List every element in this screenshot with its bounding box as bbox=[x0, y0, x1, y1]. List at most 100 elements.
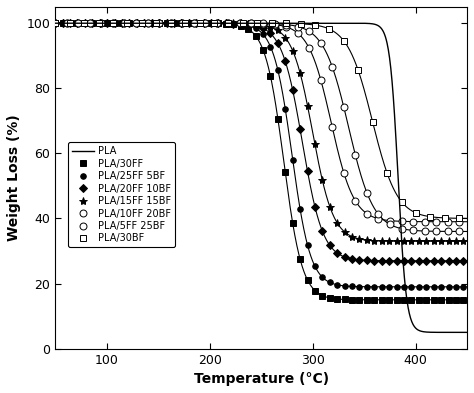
PLA bbox=[94, 21, 100, 26]
PLA bbox=[335, 21, 341, 26]
PLA/20FF 10BF bbox=[201, 21, 207, 26]
PLA/30BF bbox=[428, 214, 433, 219]
PLA/5FF 25BF bbox=[353, 152, 358, 157]
PLA/5FF 25BF bbox=[456, 229, 462, 234]
PLA/20FF 10BF bbox=[305, 169, 310, 174]
PLA/15FF 15BF bbox=[305, 103, 310, 108]
X-axis label: Temperature (°C): Temperature (°C) bbox=[193, 372, 328, 386]
PLA/10FF 20BF bbox=[145, 21, 150, 26]
PLA/5FF 25BF bbox=[433, 229, 439, 234]
PLA/30FF bbox=[201, 21, 207, 26]
PLA/30FF bbox=[305, 277, 310, 282]
PLA/5FF 25BF bbox=[260, 21, 266, 26]
PLA/30BF bbox=[211, 21, 217, 26]
Line: PLA/30BF: PLA/30BF bbox=[52, 20, 463, 222]
PLA/10FF 20BF bbox=[387, 218, 393, 223]
PLA/5FF 25BF bbox=[306, 29, 312, 34]
PLA/30BF bbox=[226, 21, 231, 26]
PLA/10FF 20BF bbox=[75, 21, 81, 26]
PLA/5FF 25BF bbox=[191, 21, 197, 26]
PLA/10FF 20BF bbox=[410, 219, 416, 224]
PLA/30FF bbox=[364, 298, 370, 302]
PLA/5FF 25BF bbox=[237, 21, 243, 26]
PLA/10FF 20BF bbox=[53, 21, 58, 26]
PLA/30BF bbox=[96, 21, 101, 26]
PLA/10FF 20BF bbox=[249, 21, 255, 26]
PLA/10FF 20BF bbox=[133, 21, 139, 26]
PLA/5FF 25BF bbox=[226, 21, 231, 26]
PLA/25FF 5BF bbox=[319, 275, 325, 279]
PLA/30FF bbox=[283, 170, 288, 175]
PLA/30BF bbox=[327, 27, 332, 31]
PLA/5FF 25BF bbox=[122, 21, 128, 26]
PLA bbox=[381, 30, 387, 35]
PLA/10FF 20BF bbox=[191, 21, 197, 26]
PLA/30BF bbox=[125, 21, 130, 26]
PLA/30BF bbox=[81, 21, 87, 26]
PLA/10FF 20BF bbox=[456, 219, 462, 224]
PLA/30BF bbox=[67, 21, 73, 26]
PLA/30BF bbox=[456, 216, 462, 220]
PLA/25FF 5BF bbox=[60, 21, 65, 26]
PLA/15FF 15BF bbox=[461, 239, 466, 244]
PLA/30BF bbox=[197, 21, 202, 26]
PLA/5FF 25BF bbox=[375, 212, 381, 217]
PLA/5FF 25BF bbox=[179, 21, 185, 26]
PLA/25FF 5BF bbox=[305, 243, 310, 248]
PLA bbox=[53, 21, 58, 26]
PLA/5FF 25BF bbox=[87, 21, 93, 26]
PLA/10FF 20BF bbox=[364, 211, 370, 216]
PLA/5FF 25BF bbox=[341, 105, 346, 110]
PLA/10FF 20BF bbox=[399, 219, 404, 224]
PLA/10FF 20BF bbox=[329, 125, 335, 130]
PLA/15FF 15BF bbox=[53, 21, 58, 26]
PLA/30BF bbox=[240, 21, 246, 26]
PLA/5FF 25BF bbox=[214, 21, 219, 26]
PLA/30BF bbox=[110, 21, 116, 26]
PLA/5FF 25BF bbox=[272, 21, 277, 26]
Line: PLA/25FF 5BF: PLA/25FF 5BF bbox=[53, 20, 466, 290]
PLA/10FF 20BF bbox=[99, 21, 104, 26]
PLA/20FF 10BF bbox=[319, 229, 325, 233]
PLA/20FF 10BF bbox=[461, 259, 466, 263]
PLA/30BF bbox=[298, 22, 303, 26]
PLA/10FF 20BF bbox=[87, 21, 93, 26]
PLA/30BF bbox=[139, 21, 145, 26]
PLA/10FF 20BF bbox=[179, 21, 185, 26]
PLA/5FF 25BF bbox=[422, 229, 428, 233]
PLA/5FF 25BF bbox=[156, 21, 162, 26]
PLA/25FF 5BF bbox=[461, 285, 466, 289]
PLA/15FF 15BF bbox=[319, 178, 325, 183]
PLA/5FF 25BF bbox=[133, 21, 139, 26]
PLA bbox=[234, 21, 239, 26]
PLA/30BF bbox=[283, 21, 289, 26]
PLA/30BF bbox=[154, 21, 159, 26]
PLA/5FF 25BF bbox=[145, 21, 150, 26]
PLA/30BF bbox=[399, 199, 404, 204]
PLA/5FF 25BF bbox=[53, 21, 58, 26]
PLA/5FF 25BF bbox=[295, 24, 301, 29]
PLA/20FF 10BF bbox=[53, 21, 58, 26]
PLA/10FF 20BF bbox=[237, 21, 243, 26]
PLA/30FF bbox=[461, 298, 466, 302]
PLA/10FF 20BF bbox=[110, 21, 116, 26]
PLA/5FF 25BF bbox=[110, 21, 116, 26]
PLA/30BF bbox=[53, 21, 58, 26]
PLA/30FF bbox=[60, 21, 65, 26]
PLA/10FF 20BF bbox=[226, 21, 231, 26]
PLA/30BF bbox=[442, 215, 447, 220]
PLA/10FF 20BF bbox=[168, 21, 173, 26]
PLA/15FF 15BF bbox=[201, 21, 207, 26]
PLA/10FF 20BF bbox=[122, 21, 128, 26]
Legend: PLA, PLA/30FF, PLA/25FF 5BF, PLA/20FF 10BF, PLA/15FF 15BF, PLA/10FF 20BF, PLA/5F: PLA, PLA/30FF, PLA/25FF 5BF, PLA/20FF 10… bbox=[68, 143, 174, 247]
Line: PLA/20FF 10BF: PLA/20FF 10BF bbox=[53, 20, 466, 264]
PLA/5FF 25BF bbox=[318, 40, 324, 45]
PLA/25FF 5BF bbox=[364, 285, 370, 289]
PLA bbox=[219, 21, 225, 26]
PLA/10FF 20BF bbox=[295, 31, 301, 35]
PLA/10FF 20BF bbox=[156, 21, 162, 26]
PLA/25FF 5BF bbox=[201, 21, 207, 26]
PLA/5FF 25BF bbox=[75, 21, 81, 26]
Line: PLA/15FF 15BF: PLA/15FF 15BF bbox=[51, 19, 467, 245]
PLA/10FF 20BF bbox=[260, 21, 266, 26]
